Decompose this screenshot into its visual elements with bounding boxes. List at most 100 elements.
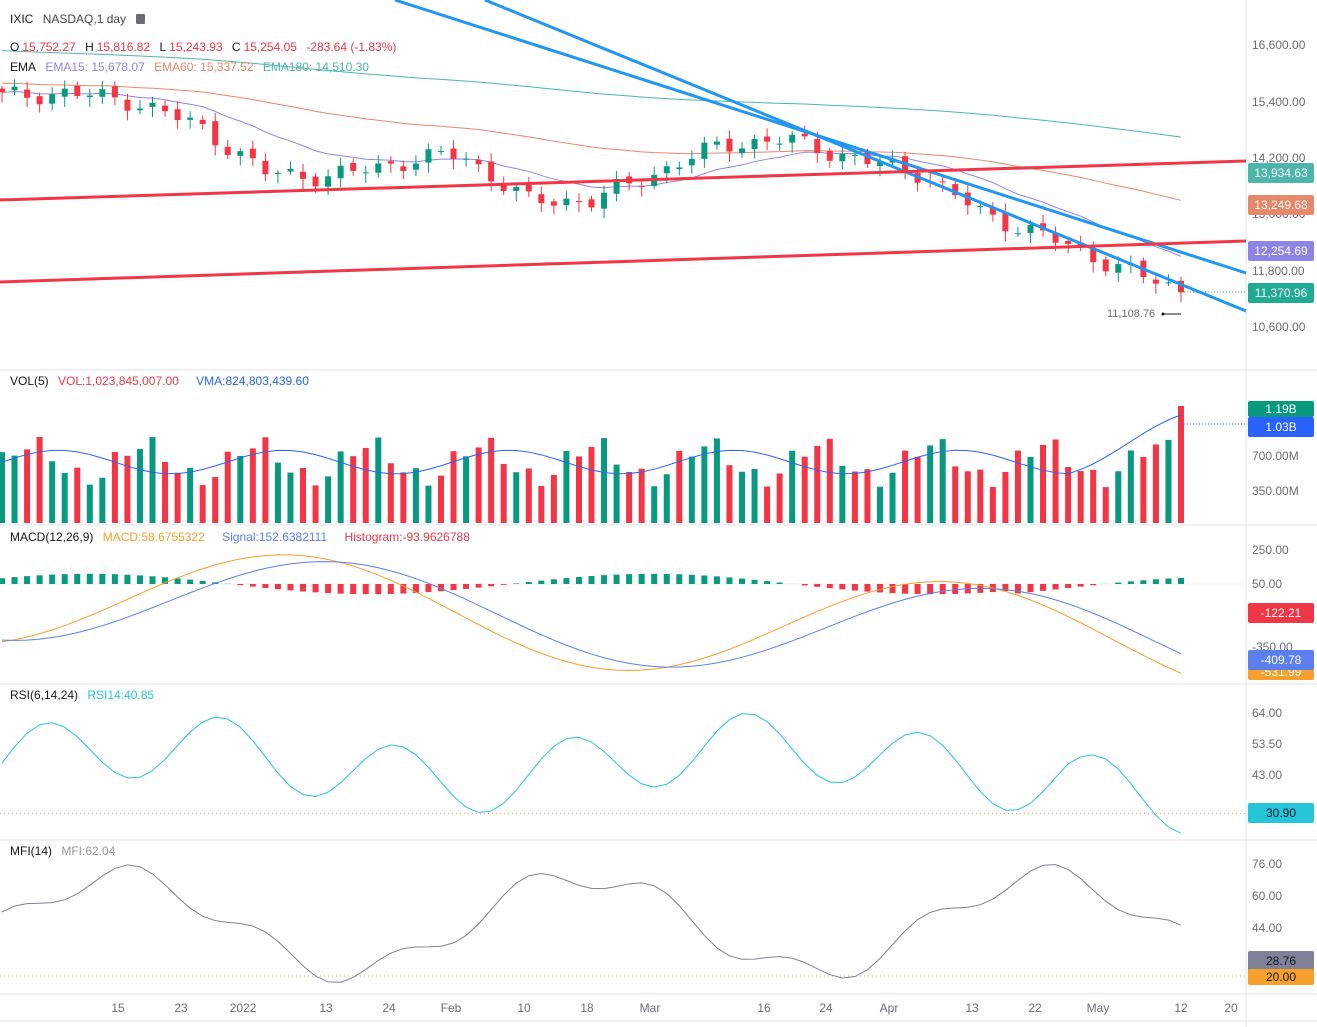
histogram-bar [839, 584, 846, 590]
ema60-line [1, 82, 1182, 201]
candle-body [99, 89, 106, 97]
volume-bar [149, 437, 156, 523]
histogram-bar [24, 576, 31, 584]
mfi-value: MFI:62.04 [61, 844, 116, 858]
volume-bar [11, 455, 18, 523]
symbol-label[interactable]: IXIC [10, 12, 34, 26]
candle-body [362, 172, 369, 174]
time-tick: 13 [965, 1001, 979, 1015]
volume-bar [826, 438, 833, 523]
volume-bar [575, 456, 582, 523]
candle-body [325, 176, 332, 187]
open-value: 15,752.27 [22, 40, 76, 54]
candle-body [262, 160, 269, 175]
candle-body [851, 155, 858, 157]
change-value: -283.64 (-1.83%) [306, 40, 397, 54]
time-tick: 13 [319, 1001, 333, 1015]
histogram-bar [375, 584, 382, 595]
candle-body [174, 109, 181, 121]
candle-body [801, 133, 808, 137]
candle-body [49, 94, 56, 104]
histogram-bar [1052, 584, 1059, 590]
volume-bar [789, 450, 796, 523]
macd-label[interactable]: MACD(12,26,9) [10, 530, 94, 544]
vol-label[interactable]: VOL(5) [10, 374, 49, 388]
candle-body [400, 166, 407, 172]
time-tick: 16 [757, 1001, 771, 1015]
candle-body [613, 179, 620, 194]
candle-body [1065, 240, 1072, 244]
macd-legend: MACD(12,26,9) MACD:58.6755322 Signal:152… [10, 530, 476, 544]
histogram-bar [237, 584, 244, 586]
volume-bar [475, 447, 482, 523]
volume-bar [814, 445, 821, 523]
volume-bar [939, 439, 946, 523]
candle-body [939, 181, 946, 183]
histogram-bar [450, 584, 457, 591]
histogram-bar [387, 584, 394, 594]
ema-legend: EMA EMA15: 15,678.07 EMA60: 15,337.52 EM… [10, 60, 375, 74]
candle-body [475, 160, 482, 165]
histogram-bar [99, 573, 106, 584]
vol-badge: 1.19B [1248, 401, 1314, 417]
volume-bar [1027, 456, 1034, 523]
volume-bar [851, 471, 858, 523]
histogram-bar [1127, 581, 1134, 584]
histogram-bar [412, 584, 419, 593]
candle-body [199, 119, 206, 124]
volume-bar [864, 469, 871, 523]
volume-bar [688, 456, 695, 523]
mfi-legend: MFI(14) MFI:62.04 [10, 844, 121, 858]
macd-tick: 250.00 [1252, 543, 1289, 557]
vol-tick: 350.00M [1252, 484, 1299, 498]
volume-bar [651, 486, 658, 523]
histogram-bar [914, 584, 921, 595]
histogram-bar [613, 574, 620, 584]
volume-bar [174, 472, 181, 523]
histogram-bar [889, 584, 896, 594]
volume-bar [312, 485, 319, 523]
volume-bar [964, 471, 971, 523]
rsi-label[interactable]: RSI(6,14,24) [10, 688, 79, 702]
candle-body [162, 105, 169, 112]
histogram-bar [312, 584, 319, 593]
volume-bar [287, 472, 294, 523]
volume-bar [663, 474, 670, 523]
histogram-bar [663, 573, 670, 584]
volume-bar [613, 464, 620, 523]
volume-bar [701, 446, 708, 523]
candle-body [839, 153, 846, 162]
candle-body [86, 95, 93, 98]
candle-body [688, 158, 695, 166]
histogram-bar [300, 584, 307, 592]
time-tick: Mar [639, 1001, 661, 1015]
mfi-label[interactable]: MFI(14) [10, 844, 52, 858]
time-tick: 18 [580, 1001, 594, 1015]
histogram-bar [588, 576, 595, 584]
histogram-bar [488, 584, 495, 587]
candle-body [187, 117, 194, 120]
histogram-bar [701, 575, 708, 584]
candle-body [224, 146, 231, 156]
volume-bar [488, 437, 495, 523]
time-tick: 15 [111, 1001, 125, 1015]
document-icon[interactable] [136, 14, 146, 24]
low-label: L [159, 40, 167, 54]
candle-body [312, 176, 319, 187]
histogram-bar [162, 577, 169, 584]
ema-label[interactable]: EMA [10, 60, 37, 74]
candle-body [1115, 264, 1122, 273]
histogram-bar [550, 579, 557, 584]
ema180-badge: 13,934.63 [1248, 163, 1314, 183]
histogram-bar [927, 584, 934, 595]
volume-bar [1178, 406, 1184, 523]
volume-bar [1152, 444, 1159, 523]
volume-bar [375, 437, 382, 523]
time-tick: 12 [1174, 1001, 1188, 1015]
volume-bar [1014, 450, 1021, 523]
candle-body [425, 149, 432, 163]
candle-body [676, 167, 683, 170]
volume-bar [751, 468, 758, 523]
ema60-value: EMA60: 15,337.52 [154, 60, 254, 74]
